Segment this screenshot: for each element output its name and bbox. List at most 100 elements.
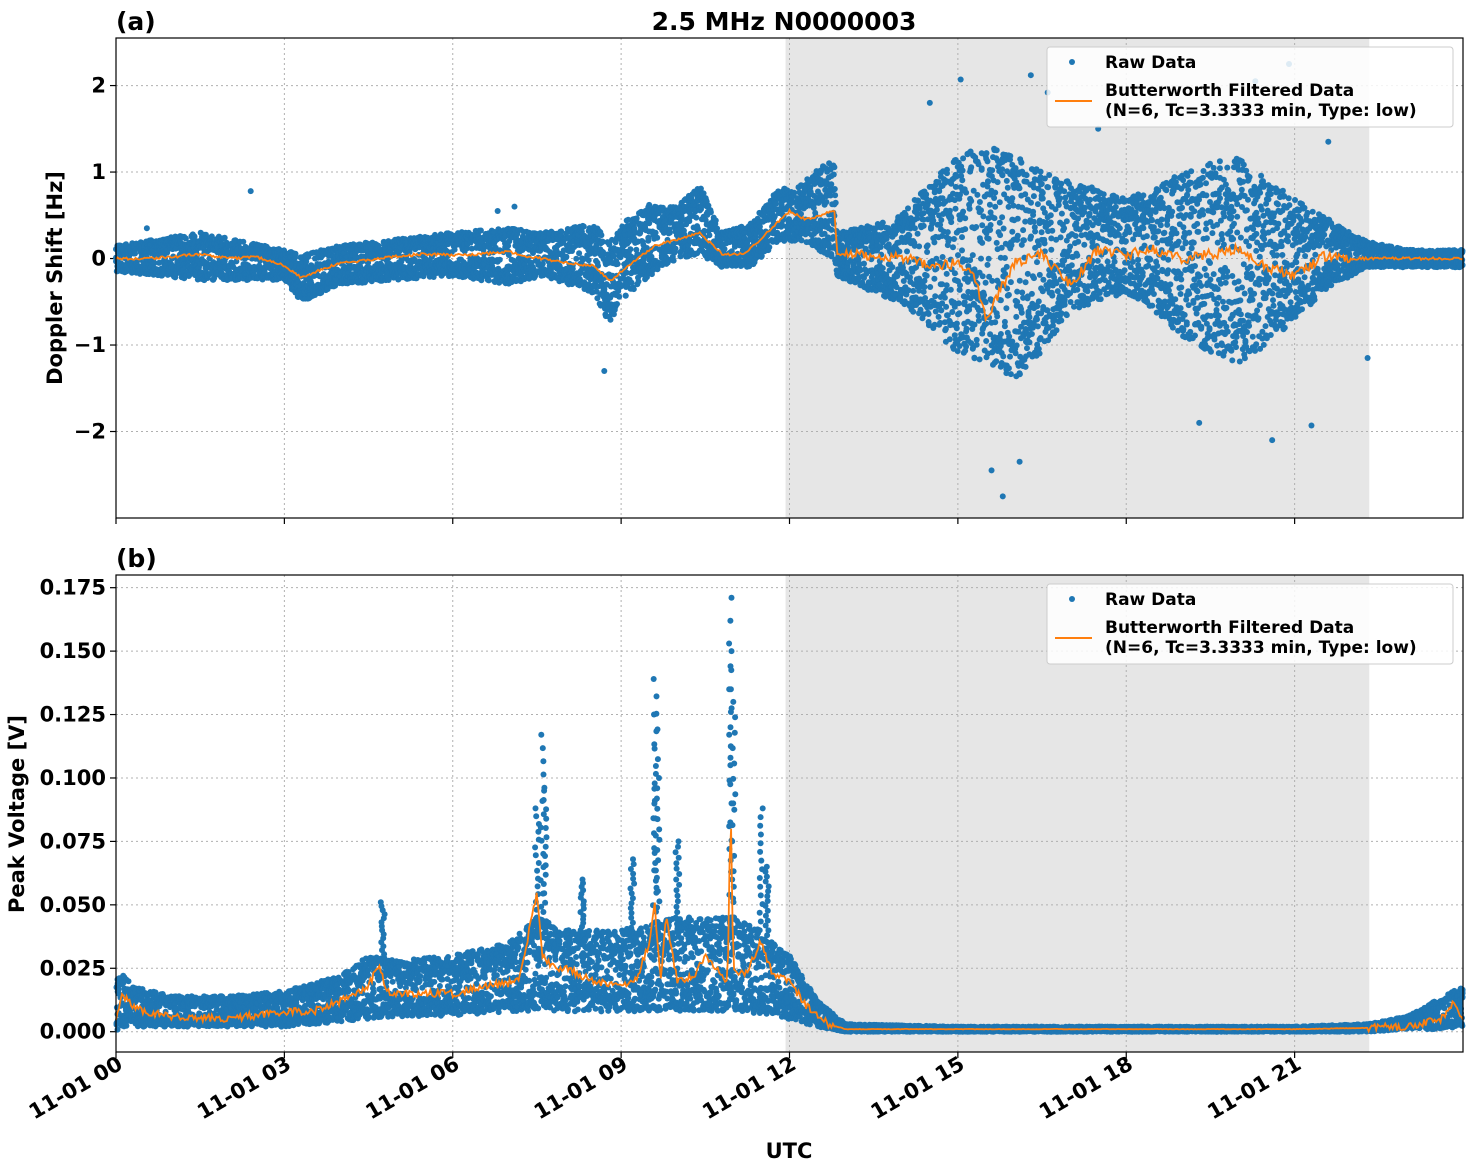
raw-point <box>968 198 975 204</box>
raw-point <box>485 277 492 284</box>
raw-point <box>943 282 950 289</box>
raw-point <box>308 279 315 286</box>
raw-point <box>610 253 617 260</box>
raw-point <box>712 217 719 224</box>
raw-point <box>935 313 942 320</box>
raw-point <box>956 310 963 317</box>
raw-point <box>240 238 247 245</box>
raw-point <box>182 235 189 242</box>
raw-point <box>955 300 962 307</box>
raw-point <box>944 229 951 236</box>
panel-a-doppler: (a) Doppler Shift [Hz] 210−1−2 Raw Data … <box>43 7 1466 524</box>
raw-point <box>706 232 713 239</box>
raw-point <box>646 220 653 227</box>
raw-point <box>791 189 798 196</box>
raw-point <box>959 177 966 184</box>
raw-data-points <box>113 60 1466 500</box>
raw-point <box>598 232 605 239</box>
raw-point <box>920 210 927 217</box>
raw-point <box>132 250 138 257</box>
raw-point <box>959 247 965 254</box>
raw-point <box>670 257 677 264</box>
raw-point <box>924 249 931 255</box>
raw-point <box>925 311 932 317</box>
raw-point <box>923 272 930 279</box>
raw-point <box>191 233 198 240</box>
raw-point <box>950 244 956 251</box>
panel-a-ylabel: Doppler Shift [Hz] <box>43 171 67 385</box>
raw-point <box>607 316 614 323</box>
raw-point <box>831 164 838 171</box>
raw-point <box>931 275 938 282</box>
raw-point <box>961 299 968 306</box>
raw-point <box>920 222 927 229</box>
raw-point <box>496 256 503 263</box>
raw-point <box>968 164 975 171</box>
raw-point <box>959 167 966 174</box>
raw-point <box>959 234 965 241</box>
raw-point <box>932 293 939 300</box>
raw-point <box>616 293 623 300</box>
raw-point <box>766 244 773 251</box>
raw-point <box>654 234 661 241</box>
raw-point <box>221 234 228 241</box>
raw-point <box>208 233 215 240</box>
raw-point <box>946 336 953 343</box>
raw-point <box>931 239 938 246</box>
panel-a-label: (a) <box>116 7 156 36</box>
y-tick-label: 0 <box>91 247 106 271</box>
raw-point <box>927 284 934 290</box>
raw-point <box>576 250 583 257</box>
raw-point <box>914 230 921 237</box>
raw-point <box>798 237 805 244</box>
raw-point <box>627 246 634 253</box>
raw-point <box>879 265 886 272</box>
raw-point <box>896 248 903 255</box>
y-tick-label: 2 <box>91 74 106 98</box>
raw-point <box>910 287 917 294</box>
raw-point <box>941 294 948 301</box>
raw-point <box>828 226 835 233</box>
raw-point <box>962 226 969 233</box>
raw-point <box>947 286 954 293</box>
raw-point <box>904 248 910 255</box>
raw-point <box>943 270 950 277</box>
raw-point <box>635 278 642 285</box>
raw-point <box>614 261 621 267</box>
raw-point <box>960 208 967 215</box>
raw-point <box>630 286 637 293</box>
raw-point <box>955 252 961 259</box>
raw-point <box>292 251 299 257</box>
raw-point <box>677 253 684 260</box>
raw-point <box>963 189 970 196</box>
raw-point <box>960 155 967 162</box>
y-tick-label: −2 <box>74 420 106 444</box>
raw-point <box>951 236 957 242</box>
raw-point <box>946 207 953 214</box>
raw-point <box>707 209 714 216</box>
figure-title: 2.5 MHz N0000003 <box>652 7 917 36</box>
raw-point <box>889 264 896 271</box>
raw-point <box>916 243 923 250</box>
raw-point <box>969 252 976 259</box>
raw-point <box>151 260 158 266</box>
raw-point <box>963 343 970 350</box>
raw-point <box>614 301 620 307</box>
raw-point <box>585 257 592 264</box>
raw-point <box>628 279 635 286</box>
raw-point <box>831 186 838 192</box>
raw-point <box>933 206 940 213</box>
raw-point <box>948 219 955 226</box>
raw-point <box>830 171 837 178</box>
raw-point <box>894 273 901 279</box>
raw-point <box>953 320 960 327</box>
raw-point <box>645 237 652 244</box>
raw-point <box>666 229 673 236</box>
raw-point <box>949 309 956 315</box>
raw-point <box>944 170 950 177</box>
raw-point <box>861 260 867 267</box>
raw-point <box>879 219 886 226</box>
raw-point <box>943 303 950 310</box>
raw-point <box>966 205 973 212</box>
raw-point <box>580 223 587 230</box>
